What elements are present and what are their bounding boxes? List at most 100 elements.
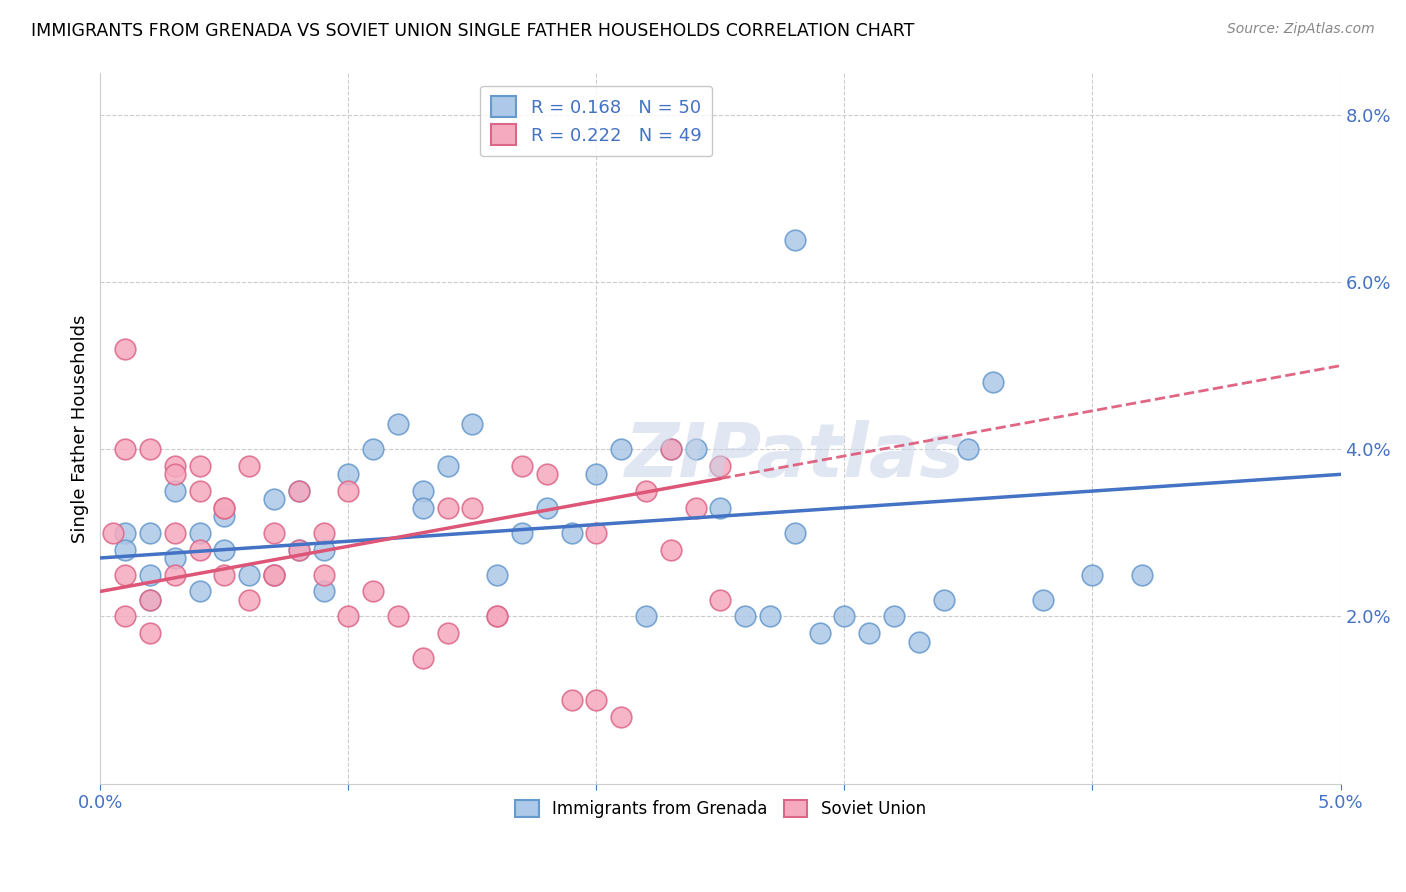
Point (659, 542, 682, 557)
Point (634, 609, 657, 624)
Point (387, 609, 409, 624)
Point (288, 542, 311, 557)
Point (883, 609, 905, 624)
Point (908, 634, 931, 648)
Point (163, 567, 186, 582)
Point (510, 458, 533, 473)
Point (238, 567, 260, 582)
Point (361, 442, 384, 457)
Point (685, 500, 707, 515)
Point (510, 525, 533, 540)
Point (163, 484, 186, 499)
Point (114, 342, 136, 356)
Point (139, 626, 162, 640)
Point (412, 484, 434, 499)
Y-axis label: Single Father Households: Single Father Households (72, 314, 89, 542)
Point (585, 693, 607, 707)
Point (139, 592, 162, 607)
Point (981, 376, 1004, 390)
Point (412, 500, 434, 515)
Point (436, 500, 458, 515)
Point (461, 500, 484, 515)
Point (214, 542, 236, 557)
Point (163, 467, 186, 482)
Point (610, 710, 633, 724)
Point (361, 584, 384, 599)
Point (561, 525, 583, 540)
Point (337, 609, 360, 624)
Point (783, 233, 806, 247)
Point (486, 609, 509, 624)
Point (312, 584, 335, 599)
Point (808, 626, 831, 640)
Point (337, 467, 360, 482)
Point (436, 458, 458, 473)
Point (214, 567, 236, 582)
Point (486, 609, 509, 624)
Point (1032, 592, 1054, 607)
Point (188, 542, 211, 557)
Point (214, 500, 236, 515)
Point (536, 467, 558, 482)
Point (163, 551, 186, 566)
Point (1081, 567, 1104, 582)
Point (536, 500, 558, 515)
Point (659, 442, 682, 457)
Point (263, 567, 285, 582)
Point (188, 525, 211, 540)
Point (312, 542, 335, 557)
Point (759, 609, 782, 624)
Text: IMMIGRANTS FROM GRENADA VS SOVIET UNION SINGLE FATHER HOUSEHOLDS CORRELATION CHA: IMMIGRANTS FROM GRENADA VS SOVIET UNION … (31, 22, 914, 40)
Point (101, 525, 124, 540)
Point (709, 592, 731, 607)
Point (957, 442, 980, 457)
Point (188, 484, 211, 499)
Point (263, 525, 285, 540)
Point (337, 484, 360, 499)
Point (585, 525, 607, 540)
Point (412, 651, 434, 665)
Point (263, 567, 285, 582)
Point (783, 525, 806, 540)
Point (139, 525, 162, 540)
Point (139, 442, 162, 457)
Point (114, 442, 136, 457)
Point (1130, 567, 1153, 582)
Point (387, 417, 409, 432)
Point (834, 609, 856, 624)
Point (734, 609, 756, 624)
Point (263, 567, 285, 582)
Point (288, 542, 311, 557)
Point (312, 525, 335, 540)
Point (461, 417, 484, 432)
Point (214, 500, 236, 515)
Point (238, 592, 260, 607)
Point (709, 500, 731, 515)
Point (436, 626, 458, 640)
Point (932, 592, 955, 607)
Point (659, 442, 682, 457)
Text: Source: ZipAtlas.com: Source: ZipAtlas.com (1227, 22, 1375, 37)
Point (214, 509, 236, 524)
Point (163, 525, 186, 540)
Point (585, 467, 607, 482)
Point (114, 542, 136, 557)
Point (139, 592, 162, 607)
Point (263, 492, 285, 507)
Text: ZIPatlas: ZIPatlas (624, 420, 965, 493)
Point (610, 442, 633, 457)
Point (163, 458, 186, 473)
Point (858, 626, 880, 640)
Point (188, 458, 211, 473)
Point (486, 567, 509, 582)
Point (634, 484, 657, 499)
Point (561, 693, 583, 707)
Point (114, 567, 136, 582)
Legend: Immigrants from Grenada, Soviet Union: Immigrants from Grenada, Soviet Union (509, 794, 932, 825)
Point (238, 458, 260, 473)
Point (114, 609, 136, 624)
Point (114, 525, 136, 540)
Point (709, 458, 731, 473)
Point (139, 567, 162, 582)
Point (312, 567, 335, 582)
